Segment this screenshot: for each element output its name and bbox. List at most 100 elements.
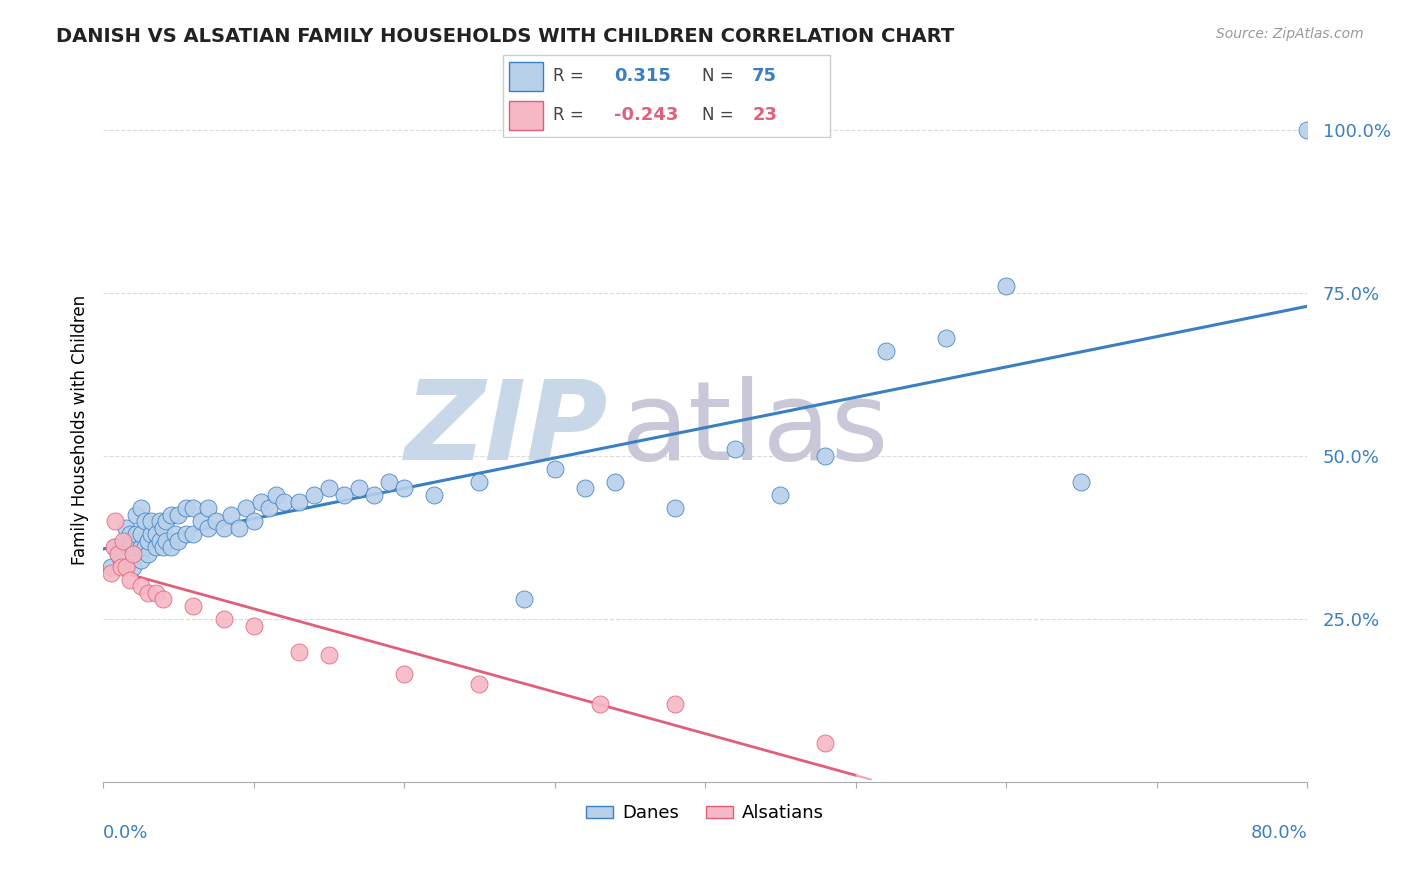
Text: -0.243: -0.243 [614, 106, 678, 124]
Point [205, 514, 228, 528]
Point [120, 573, 142, 587]
Point [104, 514, 127, 528]
Point [392, 667, 415, 681]
Point [114, 521, 136, 535]
Point [110, 553, 132, 567]
Point [287, 494, 309, 508]
Text: atlas: atlas [621, 376, 890, 483]
Point [183, 501, 205, 516]
Point [160, 508, 183, 522]
Point [103, 540, 125, 554]
Point [120, 527, 142, 541]
Point [190, 514, 212, 528]
Point [378, 475, 401, 489]
Point [141, 514, 163, 528]
Point [1070, 475, 1092, 489]
Point [1296, 122, 1319, 136]
Y-axis label: Family Households with Children: Family Households with Children [72, 294, 89, 565]
Point [129, 553, 152, 567]
Point [145, 586, 167, 600]
Point [129, 540, 152, 554]
Point [107, 547, 129, 561]
Point [104, 540, 127, 554]
Point [107, 547, 129, 561]
Point [183, 527, 205, 541]
Point [197, 501, 219, 516]
Point [197, 521, 219, 535]
Point [152, 592, 174, 607]
Point [318, 648, 340, 662]
Point [250, 494, 273, 508]
Point [114, 533, 136, 548]
Point [318, 482, 340, 496]
Point [165, 527, 187, 541]
Point [333, 488, 356, 502]
Point [141, 527, 163, 541]
Point [145, 527, 167, 541]
Point [160, 540, 183, 554]
Point [167, 508, 190, 522]
FancyBboxPatch shape [502, 55, 830, 136]
Point [589, 697, 612, 711]
Point [136, 586, 159, 600]
Point [769, 488, 792, 502]
Text: R =: R = [553, 68, 583, 86]
Point [125, 527, 148, 541]
Point [120, 540, 142, 554]
Point [242, 514, 264, 528]
Point [995, 279, 1018, 293]
Point [814, 736, 837, 750]
Text: 23: 23 [752, 106, 778, 124]
Text: 80.0%: 80.0% [1250, 824, 1308, 842]
Point [574, 482, 596, 496]
Point [935, 331, 957, 345]
Point [134, 540, 156, 554]
Point [875, 344, 897, 359]
Point [111, 533, 134, 548]
Point [149, 533, 172, 548]
Point [219, 508, 242, 522]
Text: DANISH VS ALSATIAN FAMILY HOUSEHOLDS WITH CHILDREN CORRELATION CHART: DANISH VS ALSATIAN FAMILY HOUSEHOLDS WIT… [56, 27, 955, 45]
Point [129, 501, 152, 516]
Text: ZIP: ZIP [405, 376, 609, 483]
Point [152, 521, 174, 535]
Point [273, 494, 295, 508]
Point [145, 540, 167, 554]
Point [664, 697, 686, 711]
Text: N =: N = [702, 68, 733, 86]
Point [174, 501, 197, 516]
Text: 75: 75 [752, 68, 778, 86]
Point [136, 547, 159, 561]
Point [257, 501, 280, 516]
Point [134, 514, 156, 528]
Point [212, 612, 235, 626]
Point [392, 482, 415, 496]
Point [212, 521, 235, 535]
Point [155, 533, 177, 548]
Point [149, 514, 172, 528]
Point [152, 540, 174, 554]
Point [814, 449, 837, 463]
Point [155, 514, 177, 528]
Point [129, 527, 152, 541]
Point [122, 547, 145, 561]
Point [543, 462, 565, 476]
Point [468, 475, 491, 489]
Point [664, 501, 686, 516]
Point [114, 559, 136, 574]
Point [100, 559, 122, 574]
Point [347, 482, 370, 496]
Text: R =: R = [553, 106, 583, 124]
Point [183, 599, 205, 613]
Point [242, 618, 264, 632]
Point [363, 488, 385, 502]
Point [129, 579, 152, 593]
Point [100, 566, 122, 581]
Point [110, 559, 132, 574]
FancyBboxPatch shape [509, 101, 543, 130]
Point [513, 592, 536, 607]
Text: N =: N = [702, 106, 733, 124]
Point [302, 488, 325, 502]
Point [264, 488, 287, 502]
Point [122, 533, 145, 548]
